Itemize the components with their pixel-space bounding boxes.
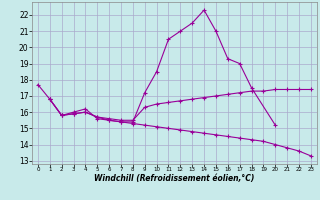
X-axis label: Windchill (Refroidissement éolien,°C): Windchill (Refroidissement éolien,°C): [94, 174, 255, 183]
